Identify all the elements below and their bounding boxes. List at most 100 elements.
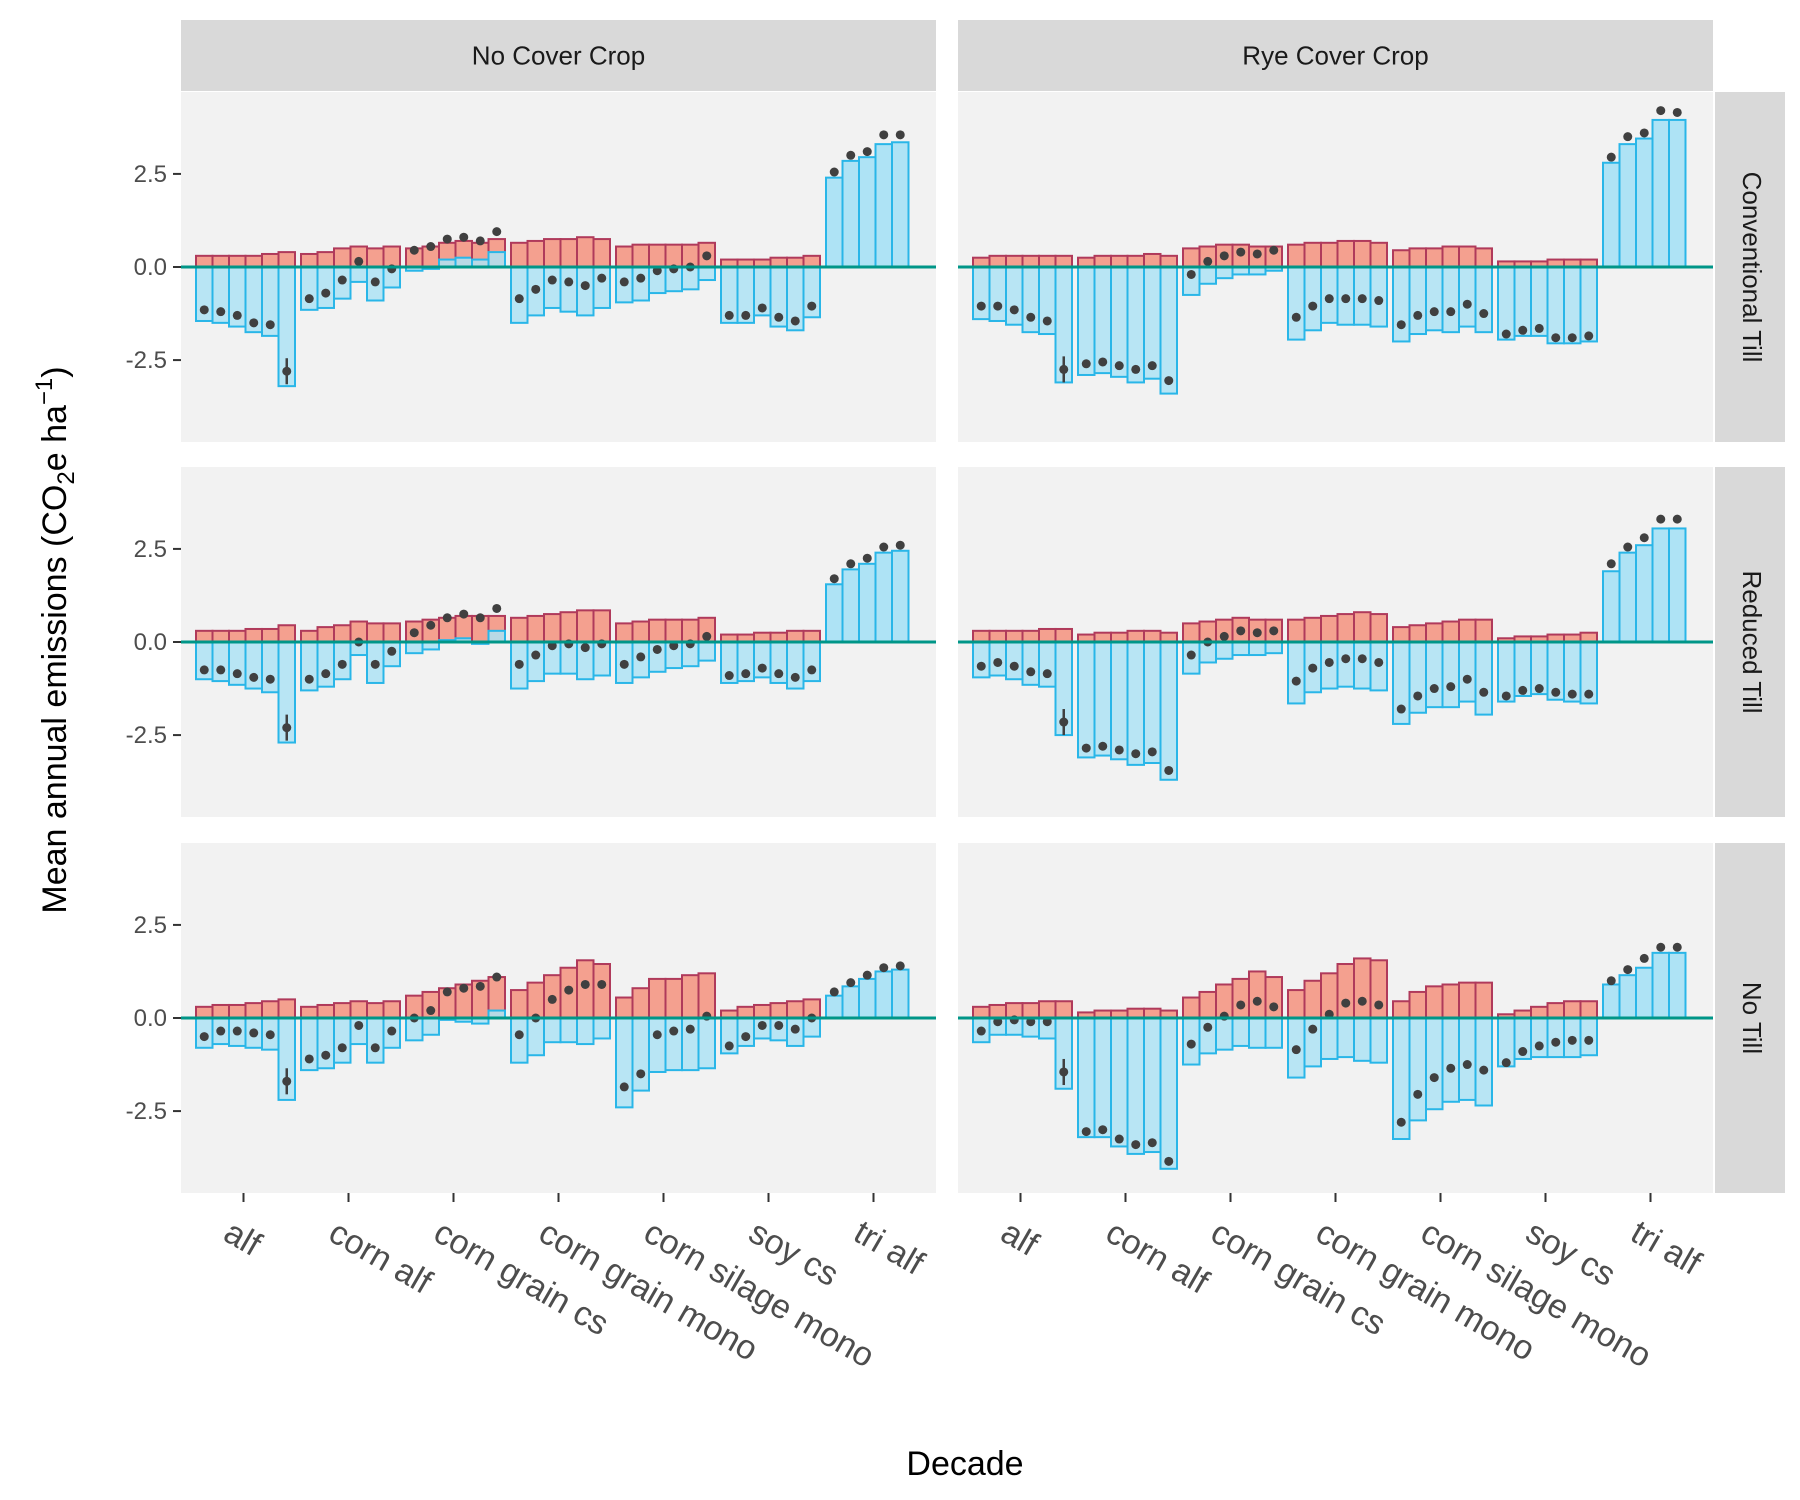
bar-negative [592, 266, 611, 309]
net-point [1291, 312, 1301, 322]
bar-negative [972, 641, 991, 679]
net-point [580, 281, 590, 291]
bar-positive [1369, 241, 1388, 268]
net-point [1672, 514, 1682, 524]
net-point [1114, 361, 1124, 371]
y-tick-label: 0.0 [134, 1005, 167, 1032]
bar-negative [1441, 641, 1460, 709]
bar-negative [1077, 1017, 1096, 1139]
net-point [337, 659, 347, 669]
bar-negative [1353, 641, 1372, 690]
bar-positive [1143, 252, 1162, 268]
net-point [249, 318, 259, 328]
x-tick-label-alf: alf [218, 1213, 269, 1264]
bar-negative [300, 266, 319, 311]
bar-positive [1441, 620, 1460, 644]
net-point [442, 234, 452, 244]
bar-negative [1546, 1017, 1565, 1059]
net-point [1131, 1140, 1141, 1150]
group-corn-silage-mono [1392, 245, 1493, 343]
y-axis-title-main: Mean annual emissions (CO [36, 485, 74, 914]
bar-negative [1441, 1017, 1460, 1103]
net-point [1291, 676, 1301, 686]
group-tri-alf [825, 961, 910, 1020]
bar-positive [1425, 247, 1444, 269]
bar-positive [277, 251, 296, 269]
net-point [1551, 1037, 1561, 1047]
bar-positive [1474, 247, 1493, 269]
bar-negative [1077, 641, 1096, 759]
row-strip-label-reduced-till: Reduced Till [1737, 570, 1767, 713]
column-strip-no-cover-crop [181, 20, 936, 91]
net-point [1026, 312, 1036, 322]
net-point [757, 303, 767, 313]
bar-positive [1369, 613, 1388, 643]
group-corn-alf [1077, 629, 1178, 781]
net-point [1639, 953, 1649, 963]
bar-positive [1182, 622, 1201, 644]
bar-negative [1497, 266, 1516, 341]
bar-negative [1215, 641, 1234, 660]
net-point [1308, 1024, 1318, 1034]
net-point [282, 1076, 292, 1086]
net-point [1203, 256, 1213, 266]
bar-negative [664, 1017, 683, 1072]
net-point [636, 652, 646, 662]
net-point [1606, 976, 1616, 986]
net-point [475, 981, 485, 991]
bar-positive [972, 629, 991, 643]
bar-negative [1353, 1017, 1372, 1062]
bar-negative [1408, 1017, 1427, 1122]
net-point [619, 1082, 629, 1092]
bar-positive [1546, 1002, 1565, 1020]
bar-positive [1287, 989, 1306, 1019]
bar-positive [1530, 1005, 1549, 1019]
bar-negative [543, 1017, 562, 1044]
net-point [459, 609, 469, 619]
bar-positive [300, 252, 319, 268]
bar-positive [972, 1005, 991, 1019]
net-point [741, 669, 751, 679]
bar-negative [592, 1017, 611, 1040]
y-tick-label: -2.5 [126, 722, 167, 749]
net-point [1009, 305, 1019, 315]
net-point [741, 1032, 751, 1042]
bar-positive [576, 959, 595, 1019]
bar-positive [1353, 611, 1372, 644]
net-point [862, 147, 872, 157]
net-point [1269, 626, 1279, 636]
bar-negative [1408, 266, 1427, 336]
bar-positive [543, 238, 562, 268]
bar-positive [592, 963, 611, 1019]
bar-positive [631, 620, 650, 644]
row-strip-reduced-till [1715, 467, 1785, 817]
net-point [1479, 309, 1489, 319]
net-point [1357, 654, 1367, 664]
bar-positive [1320, 614, 1339, 643]
net-point [1429, 1073, 1439, 1083]
bar-positive [874, 551, 893, 644]
x-tick-label-tri-alf: tri alf [848, 1213, 931, 1283]
net-point [790, 1024, 800, 1034]
net-point [1446, 1063, 1456, 1073]
bar-negative [1093, 266, 1112, 375]
bar-positive [891, 968, 910, 1020]
bar-positive [1038, 627, 1057, 643]
bar-positive [1392, 626, 1411, 644]
net-point [1656, 514, 1666, 524]
bar-positive [631, 987, 650, 1020]
net-point [1374, 1000, 1384, 1010]
bar-negative [1159, 1017, 1178, 1170]
bar-negative [576, 1017, 595, 1046]
net-point [1219, 251, 1229, 261]
net-point [1186, 650, 1196, 660]
column-strip-rye-cover-crop [958, 20, 1713, 91]
net-point [1131, 364, 1141, 374]
bar-positive [1143, 629, 1162, 643]
bar-positive [526, 239, 545, 269]
bar-negative [1198, 266, 1217, 285]
net-point [1396, 1117, 1406, 1127]
bar-negative [1231, 1017, 1250, 1047]
net-point [232, 1026, 242, 1036]
net-point [1413, 310, 1423, 320]
